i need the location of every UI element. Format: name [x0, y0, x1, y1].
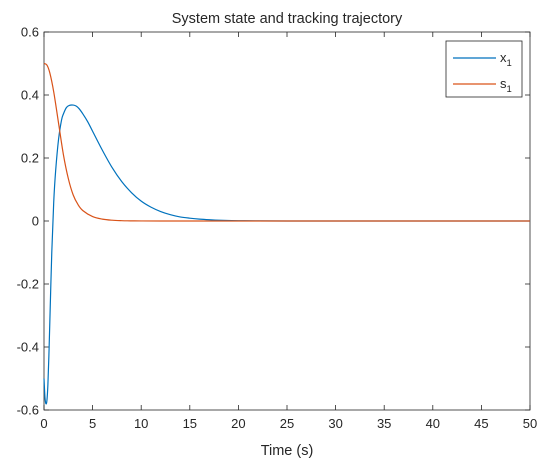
legend-label-x1: x1 — [500, 50, 512, 69]
series-lines — [43, 62, 530, 405]
legend-label-s1: s1 — [500, 76, 512, 95]
x-tick-label: 5 — [89, 416, 96, 431]
x-tick-label: 50 — [523, 416, 537, 431]
legend: x1 s1 — [445, 40, 523, 98]
y-tick-label: -0.4 — [17, 340, 39, 355]
chart-title: System state and tracking trajectory — [172, 11, 403, 27]
legend-sub-x1: 1 — [507, 58, 512, 69]
y-tick-label: 0.2 — [21, 151, 39, 166]
x-tick-label: 30 — [328, 416, 342, 431]
x-axis-label: Time (s) — [261, 443, 314, 459]
x-tick-label: 15 — [183, 416, 197, 431]
y-tick-label: 0.6 — [21, 25, 39, 40]
x-tick-label: 45 — [474, 416, 488, 431]
axis-ticks: 0 5 10 15 20 25 30 35 40 45 50 -0.6 -0.4 -0.2 0 0.2 0.4 0… — [17, 25, 538, 432]
legend-box — [445, 40, 523, 98]
x-tick-label: 25 — [280, 416, 294, 431]
series-line-s1 — [43, 62, 530, 222]
y-tick-label: -0.2 — [17, 277, 39, 292]
x-tick-label: 35 — [377, 416, 391, 431]
x-tick-label: 40 — [426, 416, 440, 431]
legend-name-s1: s — [500, 76, 507, 91]
legend-sub-s1: 1 — [507, 84, 512, 95]
x-tick-label: 20 — [231, 416, 245, 431]
x-tick-label: 0 — [40, 416, 47, 431]
x-tick-label: 10 — [134, 416, 148, 431]
y-tick-label: -0.6 — [17, 403, 39, 418]
y-tick-label: 0 — [32, 214, 39, 229]
y-tick-label: 0.4 — [21, 88, 39, 103]
legend-name-x1: x — [500, 50, 507, 65]
